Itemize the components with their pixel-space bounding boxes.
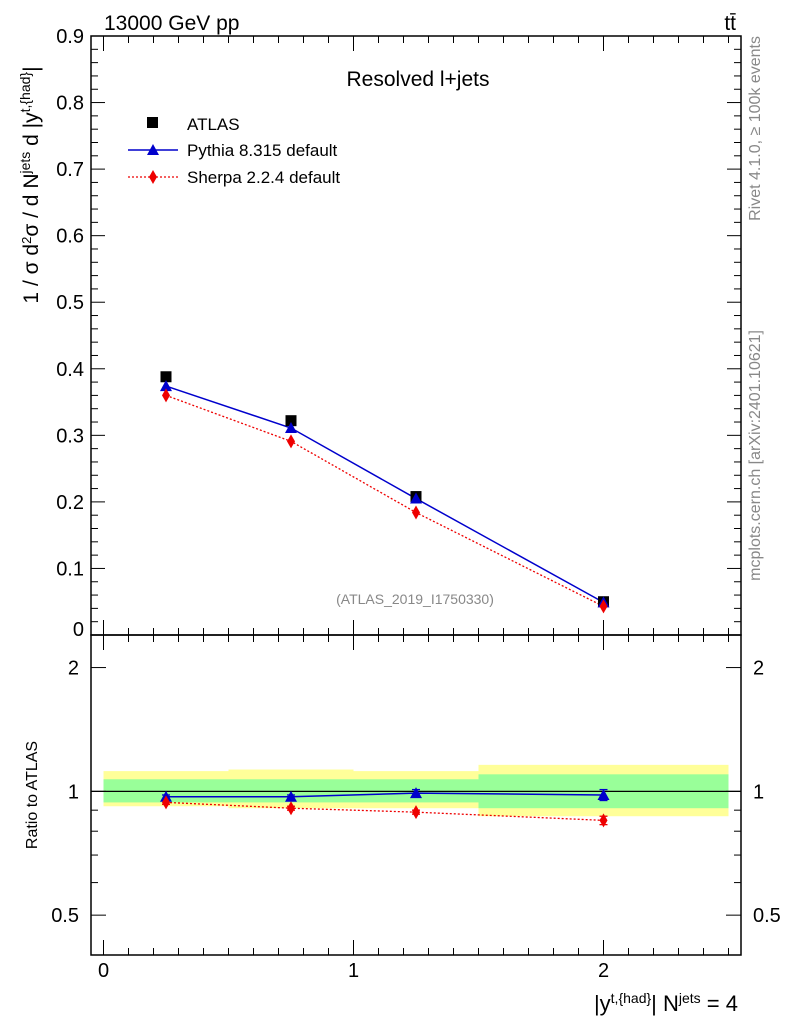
atlas-data-point xyxy=(160,371,172,383)
ratio-y-axis-label: Ratio to ATLAS xyxy=(24,741,41,849)
main-plot-title: Resolved l+jets xyxy=(347,68,490,91)
x-axis-label: |yt,{had}| Njets = 4 xyxy=(594,990,738,1016)
ratio-y-tick-labels: 0.5 0.5 1 1 2 2 xyxy=(51,658,781,928)
x-tick-labels: 0 1 2 xyxy=(98,960,609,982)
main-y-tick-label: 0.8 xyxy=(56,93,84,115)
main-y-tick-label: 0.2 xyxy=(56,492,84,514)
main-y-tick-labels: 0 0.1 0.2 0.3 0.4 0.5 0.6 0.7 0.8 0.9 xyxy=(56,26,84,641)
legend-label-pythia: Pythia 8.315 default xyxy=(187,141,338,160)
pythia-ratio-point xyxy=(285,790,297,802)
ratio-plot-frame xyxy=(90,634,742,956)
sherpa-data-point xyxy=(412,505,420,520)
pythia-line xyxy=(165,385,604,604)
main-plot-panel: 0 0.1 0.2 0.3 0.4 0.5 0.6 0.7 0.8 0.9 Resolved l+… xyxy=(17,26,742,641)
sherpa-data-point xyxy=(287,434,295,449)
ratio-uncertainty-bands xyxy=(91,764,741,817)
analysis-watermark: (ATLAS_2019_I1750330) xyxy=(336,591,494,607)
main-y-tick-label: 0.6 xyxy=(56,226,84,248)
legend-marker-atlas xyxy=(147,117,158,128)
main-y-tick-label: 0 xyxy=(73,619,84,641)
x-tick-label: 2 xyxy=(598,960,609,982)
sherpa-data-point xyxy=(599,599,608,614)
x-tick-label: 0 xyxy=(98,960,109,982)
legend-label-sherpa: Sherpa 2.2.4 default xyxy=(187,168,340,187)
legend: ATLAS Pythia 8.315 default Sherpa 2.2.4 … xyxy=(128,115,340,187)
main-y-tick-label: 0.4 xyxy=(56,359,84,381)
mcplots-credit-label: mcplots.cern.ch [arXiv:2401.10621] xyxy=(747,330,764,581)
ratio-plot-panel: 0.5 0.5 1 1 2 2 0 1 2 Ratio to ATLAS |yt,{had}|… xyxy=(24,634,781,1016)
legend-marker-pythia xyxy=(147,144,159,155)
pythia-ratio-point xyxy=(410,787,422,799)
ratio-y-tick-label: 1 xyxy=(68,781,79,803)
rivet-version-label: Rivet 4.1.0, ≥ 100k events xyxy=(747,36,764,221)
main-y-axis-label: 1 / σ d2σ / d Njets d |yt,{had}| xyxy=(17,66,43,303)
sherpa-data-point xyxy=(162,388,170,403)
ratio-axis-ticks xyxy=(91,635,741,955)
main-y-tick-label: 0.3 xyxy=(56,425,84,447)
sherpa-ratio-point xyxy=(287,801,295,816)
ratio-y-tick-label: 2 xyxy=(68,658,79,680)
main-axis-ticks xyxy=(91,35,741,636)
ratio-series-layer xyxy=(160,787,610,828)
sherpa-ratio-point xyxy=(412,805,420,820)
legend-label-atlas: ATLAS xyxy=(187,115,240,134)
ratio-y-tick-label: 0.5 xyxy=(51,905,79,927)
sherpa-line xyxy=(165,394,604,607)
ratio-y-tick-label-right: 1 xyxy=(753,781,764,803)
main-y-tick-label: 0.5 xyxy=(56,292,84,314)
pythia-data-point xyxy=(160,380,172,392)
sherpa-ratio-line xyxy=(165,801,604,822)
main-series-layer xyxy=(160,371,610,614)
pythia-data-point xyxy=(410,492,422,504)
main-y-tick-label: 0.7 xyxy=(56,159,84,181)
ratio-y-tick-label-right: 2 xyxy=(753,658,764,680)
sherpa-ratio-point xyxy=(162,795,170,810)
main-y-tick-label: 0.9 xyxy=(56,26,84,48)
legend-marker-sherpa xyxy=(149,170,157,184)
sherpa-ratio-point xyxy=(599,813,608,828)
pythia-ratio-line xyxy=(166,792,604,798)
atlas-data-point xyxy=(285,415,297,427)
ratio-y-tick-label-right: 0.5 xyxy=(753,905,781,927)
pythia-ratio-point xyxy=(597,788,610,800)
energy-label: 13000 GeV pp xyxy=(104,12,239,35)
pythia-data-point xyxy=(285,422,297,434)
process-label: tt̄ xyxy=(724,12,736,35)
x-tick-label: 1 xyxy=(348,960,359,982)
main-y-tick-label: 0.1 xyxy=(56,558,84,580)
